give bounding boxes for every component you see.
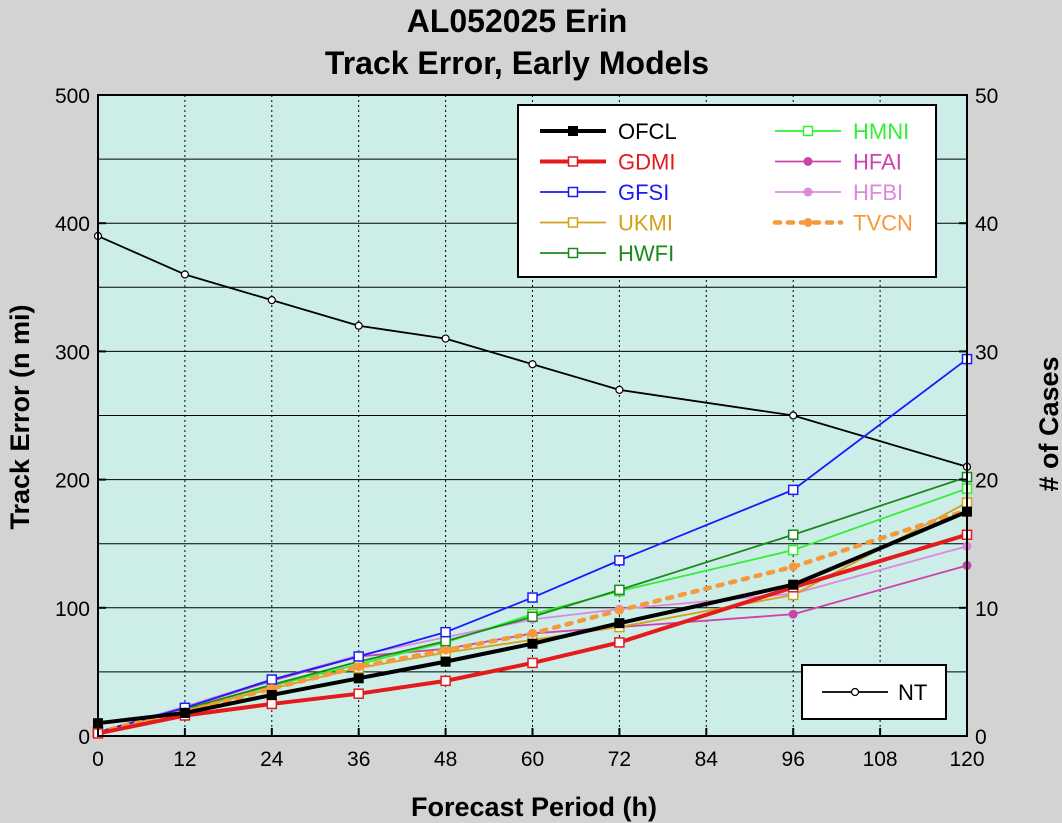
x-tick-label: 60 [521,748,544,771]
data-point-ofcl [788,579,799,590]
legend-label-ukmi: UKMI [618,211,673,236]
y2-tick-label: 10 [975,598,998,621]
data-point-tvcn [441,645,451,655]
data-point-hwfi [614,584,625,596]
data-point-hmni [787,544,799,556]
data-point-ofcl [266,689,277,700]
data-point-gfsi [614,555,625,566]
legend-marker-hfbi [803,187,813,197]
legend-marker-ukmi [567,217,579,228]
chart-title: AL052025 Erin [407,3,628,39]
x-tick-label: 72 [608,748,631,771]
data-point-nt [528,360,537,369]
data-point-nt [441,334,450,343]
data-point-nt [180,270,189,279]
chart-subtitle: Track Error, Early Models [325,45,709,81]
data-point-hwfi [527,611,538,623]
data-point-tvcn [354,662,364,672]
data-point-ofcl [527,638,538,649]
data-point-ofcl [614,618,625,629]
y-tick-label: 500 [55,85,90,108]
y2-tick-label: 30 [975,341,998,364]
data-point-tvcn [788,562,798,572]
data-point-nt [615,385,624,394]
data-point-gfsi [787,484,799,496]
data-point-gfsi [527,592,538,603]
legend-label-hfbi: HFBI [853,180,903,205]
data-point-gfsi [440,626,451,638]
legend-label-ofcl: OFCL [618,119,677,144]
data-point-hwfi [440,635,451,647]
data-point-nt [789,411,798,420]
legend-label-gdmi: GDMI [618,150,675,175]
x-tick-label: 36 [347,748,370,771]
data-point-gdmi [527,657,538,669]
legend-label-hfai: HFAI [853,150,902,175]
y2-tick-label: 40 [975,213,998,236]
y-tick-label: 200 [55,470,90,493]
y2-axis-title: # of Cases [1034,356,1062,491]
legend-marker-nt [850,687,860,697]
y2-tick-label: 20 [975,470,998,493]
data-point-nt [354,321,363,330]
legend-marker-gdmi [567,156,579,167]
data-point-gdmi [614,637,625,648]
legend-label-tvcn: TVCN [853,211,913,236]
y2-tick-label: 0 [975,726,987,749]
data-point-hfai [788,609,798,619]
legend-label-nt: NT [898,680,927,705]
legend-label-gfsi: GFSI [618,180,669,205]
legend-marker-hfai [803,157,813,166]
y-tick-label: 400 [55,213,90,236]
data-point-gdmi [353,688,364,699]
series-nt [93,231,972,471]
series-legend-box [517,104,937,278]
y-axis-title: Track Error (n mi) [5,304,35,529]
x-tick-label: 0 [92,748,104,771]
data-point-gdmi [440,675,451,687]
data-point-gdmi [266,698,278,710]
tick-labels: 0 12 24 36 48 60 72 84 96 108 12001002003004005000… [55,85,998,771]
legend-marker-ofcl [568,126,578,136]
data-point-ofcl [179,707,190,718]
legend-marker-hwfi [567,247,579,259]
data-point-tvcn [614,605,624,615]
data-point-gfsi [266,674,278,685]
data-point-gfsi [353,651,364,662]
x-tick-label: 96 [782,748,805,771]
x-tick-label: 84 [695,748,719,771]
y-tick-label: 100 [55,598,90,621]
x-tick-label: 48 [434,748,457,771]
y-tick-label: 300 [55,341,90,364]
legend-marker-gfsi [567,186,579,198]
x-tick-label: 24 [260,748,284,771]
legend-label-hmni: HMNI [853,119,909,144]
legend-marker-hmni [802,125,814,137]
legend: OFCL GDMI GFSI UKMI HWFI HMNI HFAI HFBI TVCN NT [517,104,947,720]
x-tick-label: 12 [173,748,196,771]
x-tick-label: 120 [949,748,984,771]
data-point-ofcl [353,673,364,684]
data-point-tvcn [528,628,537,638]
data-point-nt [267,296,276,305]
y2-tick-label: 50 [975,85,998,108]
x-tick-label: 108 [863,748,898,771]
y-tick-label: 0 [78,726,90,749]
data-point-hwfi [787,529,799,540]
legend-label-hwfi: HWFI [618,241,674,266]
data-point-ofcl [440,656,451,667]
x-axis-title: Forecast Period (h) [411,792,657,822]
legend-marker-tvcn [803,218,813,227]
